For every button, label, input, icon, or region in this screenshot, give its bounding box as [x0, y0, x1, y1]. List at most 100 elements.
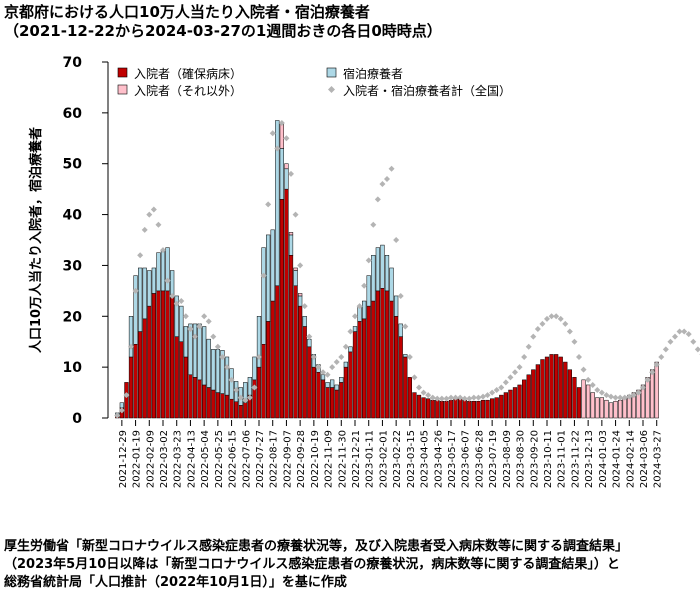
data-point: [352, 313, 358, 320]
data-point: [356, 303, 363, 310]
bar-segment: [293, 267, 298, 271]
data-point: [128, 343, 134, 350]
bar-segment: [590, 392, 595, 419]
x-tick-label: 2023-01-11: [365, 430, 376, 488]
data-point: [676, 328, 683, 335]
bar-segment: [279, 148, 284, 200]
bar-segment: [494, 397, 499, 419]
data-point: [246, 394, 253, 401]
data-point: [617, 394, 624, 401]
bar-segment: [256, 316, 262, 368]
bar-segment: [622, 397, 627, 419]
data-point: [265, 201, 272, 208]
data-point: [452, 394, 459, 401]
data-point: [635, 389, 642, 396]
bar-segment: [485, 399, 490, 419]
data-point: [333, 359, 340, 366]
data-point: [621, 394, 628, 401]
data-point: [251, 384, 258, 391]
data-point: [420, 389, 427, 396]
bar-segment: [211, 349, 216, 391]
bar-segment: [439, 400, 444, 419]
data-point: [548, 313, 555, 320]
legend-label: 宿泊療養者: [343, 66, 403, 81]
bar-segment: [558, 356, 563, 419]
bar-segment: [645, 377, 650, 419]
bar-segment: [174, 295, 179, 337]
bar-segment: [448, 399, 454, 419]
x-tick-label: 2022-11-30: [337, 430, 348, 488]
legend-label: 入院者（確保病床）: [134, 66, 242, 81]
bar-segment: [362, 300, 367, 320]
bar-segment: [453, 398, 458, 419]
bar-segment: [407, 377, 412, 419]
legend-label: 入院者・宿泊療養者計（全国）: [343, 83, 511, 98]
x-tick-label: 2023-04-26: [433, 430, 444, 488]
chart-subtitle: （2021-12-22から2024-03-27の1週間おきの各日0時時点）: [4, 22, 442, 40]
data-point: [566, 328, 573, 335]
data-point: [484, 392, 491, 399]
data-point: [461, 395, 468, 402]
data-point: [498, 384, 505, 391]
bar-segment: [138, 267, 143, 332]
bar-segment: [458, 398, 463, 419]
bar-segment: [412, 392, 417, 419]
bar-segment: [179, 305, 184, 342]
data-point: [292, 211, 299, 218]
bar-segment: [531, 369, 536, 419]
data-point: [406, 353, 413, 360]
bar-segment: [572, 377, 577, 419]
y-tick-label: 20: [63, 309, 83, 325]
data-point: [214, 343, 221, 350]
x-tick-label: 2023-11-22: [570, 430, 581, 488]
bar-segment: [462, 399, 467, 419]
x-tick-label: 2022-08-17: [269, 430, 280, 488]
data-point: [466, 395, 473, 402]
data-point: [681, 328, 688, 335]
data-point: [640, 384, 646, 391]
bar-segment: [288, 255, 294, 419]
data-point: [219, 353, 226, 360]
bar-segment: [197, 323, 202, 381]
bar-segment: [517, 384, 522, 419]
data-point: [233, 387, 240, 394]
bar-segment: [540, 359, 545, 419]
bar-segment: [416, 394, 422, 419]
bar-segment: [389, 267, 394, 302]
data-point: [612, 394, 619, 401]
data-point: [571, 338, 578, 345]
data-point: [562, 320, 569, 327]
bar-segment: [174, 336, 179, 419]
bar-segment: [352, 331, 358, 419]
bar-segment: [302, 326, 307, 419]
bar-segment: [224, 394, 230, 419]
bar-segment: [563, 361, 568, 419]
x-axis: 2021-12-29 2022-01-19 2022-02-09 2022-03-02…: [118, 420, 664, 488]
x-tick-label: 2023-10-11: [543, 430, 554, 488]
bar-segment: [142, 318, 147, 419]
bar-segment: [352, 326, 358, 332]
data-point: [228, 376, 235, 383]
bar-segment: [247, 377, 252, 396]
data-point: [342, 343, 349, 350]
x-tick-label: 2023-06-28: [474, 430, 485, 488]
bar-segment: [288, 232, 294, 236]
x-tick-label: 2023-08-30: [516, 430, 527, 488]
data-point: [278, 120, 285, 127]
data-point: [662, 346, 669, 353]
bar-segment: [183, 326, 188, 358]
data-point: [123, 392, 130, 399]
bar-segment: [307, 338, 312, 348]
bar-segment: [124, 382, 129, 419]
data-point: [557, 315, 564, 322]
data-point: [210, 333, 217, 340]
legend-swatch: [117, 67, 128, 78]
bar-segment: [334, 384, 339, 391]
x-tick-label: 2022-03-23: [173, 430, 184, 488]
data-point: [589, 381, 596, 388]
bar-segment: [179, 341, 184, 419]
data-point: [685, 331, 692, 338]
bar-segment: [325, 382, 330, 388]
x-tick-label: 2022-07-06: [241, 430, 252, 488]
data-point: [137, 252, 144, 259]
